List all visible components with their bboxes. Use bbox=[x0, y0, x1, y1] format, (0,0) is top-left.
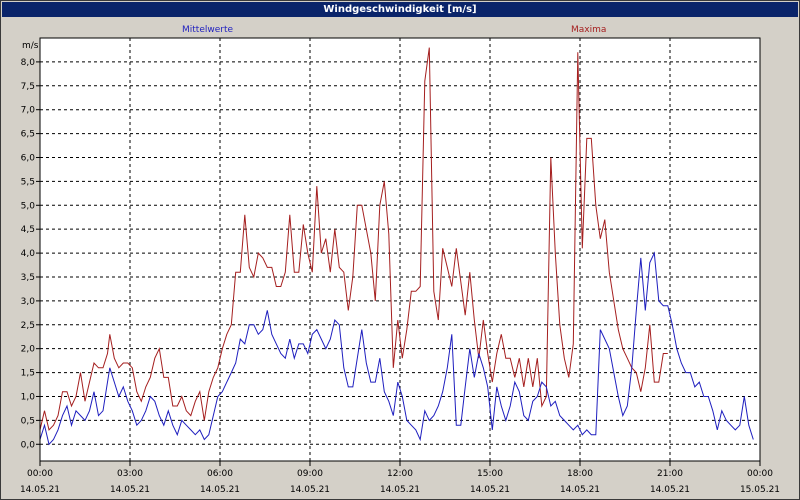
series-line-mittelwerte bbox=[39, 251, 754, 446]
x-tick-date-label: 14.05.21 bbox=[200, 485, 240, 495]
x-tick-time-label: 09:00 bbox=[297, 469, 323, 479]
x-tick-date-label: 14.05.21 bbox=[290, 485, 330, 495]
x-tick-date-label: 14.05.21 bbox=[380, 485, 420, 495]
x-tick-time-label: 03:00 bbox=[117, 469, 143, 479]
y-tick-label: 2,0 bbox=[21, 345, 36, 355]
x-tick-time-label: 00:00 bbox=[747, 469, 773, 479]
y-tick-label: 4,0 bbox=[21, 249, 36, 259]
x-tick-time-label: 15:00 bbox=[477, 469, 503, 479]
x-tick-date-label: 15.05.21 bbox=[740, 485, 780, 495]
y-tick-label: 8,0 bbox=[21, 58, 36, 68]
x-tick-date-label: 14.05.21 bbox=[470, 485, 510, 495]
window-title: Windgeschwindigkeit [m/s] bbox=[2, 2, 798, 17]
x-tick-date-label: 14.05.21 bbox=[560, 485, 600, 495]
x-tick-time-label: 18:00 bbox=[567, 469, 593, 479]
y-tick-label: 1,5 bbox=[21, 369, 35, 379]
y-tick-label: 5,0 bbox=[21, 201, 36, 211]
y-tick-label: 3,0 bbox=[21, 297, 36, 307]
x-tick-time-label: 06:00 bbox=[207, 469, 233, 479]
y-tick-label: 0,5 bbox=[21, 416, 35, 426]
y-tick-label: 6,0 bbox=[21, 153, 36, 163]
y-tick-label: 6,5 bbox=[21, 130, 35, 140]
x-tick-date-label: 14.05.21 bbox=[20, 485, 60, 495]
y-tick-label: 4,5 bbox=[21, 225, 35, 235]
x-tick-date-label: 14.05.21 bbox=[110, 485, 150, 495]
y-axis-unit-label: m/s bbox=[22, 41, 39, 51]
series-line-maxima bbox=[39, 47, 668, 431]
x-tick-time-label: 12:00 bbox=[387, 469, 413, 479]
y-tick-label: 5,5 bbox=[21, 177, 35, 187]
y-tick-label: 7,5 bbox=[21, 82, 35, 92]
y-tick-label: 7,0 bbox=[21, 106, 36, 116]
y-tick-label: 1,0 bbox=[21, 392, 36, 402]
x-tick-time-label: 21:00 bbox=[657, 469, 683, 479]
legend-mittelwerte: Mittelwerte bbox=[182, 25, 234, 35]
x-tick-date-label: 14.05.21 bbox=[650, 485, 690, 495]
y-tick-label: 0,0 bbox=[21, 440, 36, 450]
plot-frame bbox=[39, 37, 761, 462]
legend-maxima: Maxima bbox=[571, 25, 607, 35]
y-tick-label: 3,5 bbox=[21, 273, 35, 283]
y-tick-label: 2,5 bbox=[21, 321, 35, 331]
x-tick-time-label: 00:00 bbox=[27, 469, 53, 479]
